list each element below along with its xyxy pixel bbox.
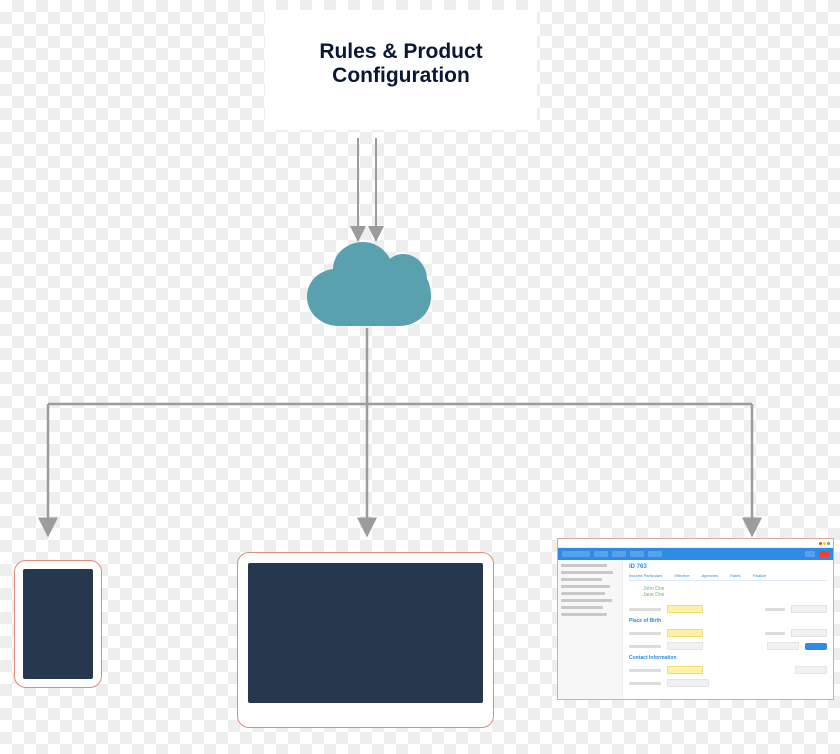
header-segment — [630, 551, 644, 557]
window-dot-green — [827, 542, 830, 545]
field-label — [629, 682, 661, 685]
sidebar-line — [561, 585, 610, 588]
sidebar-line — [561, 571, 613, 574]
sidebar-line — [561, 606, 603, 609]
header-segment — [612, 551, 626, 557]
tablet-device — [14, 560, 102, 688]
tab-item: Effective — [674, 573, 689, 578]
monitor-device — [237, 552, 494, 728]
browser-header — [558, 548, 833, 560]
tab-item: Rates — [730, 573, 740, 578]
browser-tabs: Insured Particulars Effective Agencies R… — [629, 573, 827, 581]
field-label — [765, 608, 785, 611]
tablet-screen — [23, 569, 93, 679]
sidebar-line — [561, 599, 612, 602]
monitor-screen — [248, 563, 483, 703]
header-segment — [562, 551, 590, 557]
window-dot-yellow — [823, 542, 826, 545]
section-place: Place of Birth — [629, 618, 827, 624]
field-input — [667, 605, 703, 613]
header-segment — [648, 551, 662, 557]
browser-main: ID 763 Insured Particulars Effective Age… — [623, 560, 833, 699]
cloud-icon — [307, 240, 431, 326]
devices-row: ID 763 Insured Particulars Effective Age… — [0, 560, 840, 740]
field-input — [795, 666, 827, 674]
header-segment — [819, 551, 829, 557]
field-label — [629, 632, 661, 635]
field-input — [791, 605, 827, 613]
field-label — [629, 669, 661, 672]
tab-item: Agencies — [702, 573, 718, 578]
sidebar-line — [561, 592, 605, 595]
field-input — [767, 642, 799, 650]
browser-topbar — [558, 539, 833, 548]
field-label — [629, 645, 661, 648]
field-label — [629, 608, 661, 611]
tab-item: Finalize — [753, 573, 767, 578]
header-segment — [805, 551, 815, 557]
page-title: Rules & ProductConfiguration — [319, 40, 482, 88]
field-input — [667, 642, 703, 650]
browser-sidebar — [558, 560, 623, 699]
header-segment — [594, 551, 608, 557]
sidebar-line — [561, 613, 607, 616]
insured-name: Jane Doe — [643, 592, 827, 598]
action-button — [805, 643, 827, 650]
title-box: Rules & ProductConfiguration — [265, 10, 537, 130]
browser-device: ID 763 Insured Particulars Effective Age… — [557, 538, 834, 700]
field-input — [667, 679, 709, 687]
field-input — [791, 629, 827, 637]
sidebar-line — [561, 578, 602, 581]
sidebar-line — [561, 564, 607, 567]
field-label — [765, 632, 785, 635]
tab-item: Insured Particulars — [629, 573, 662, 578]
field-input — [667, 666, 703, 674]
window-dot-red — [819, 542, 822, 545]
record-id: ID 763 — [629, 564, 647, 570]
field-input — [667, 629, 703, 637]
section-contact: Contact Information — [629, 655, 827, 661]
insured-names: John Doe Jane Doe — [629, 584, 827, 600]
